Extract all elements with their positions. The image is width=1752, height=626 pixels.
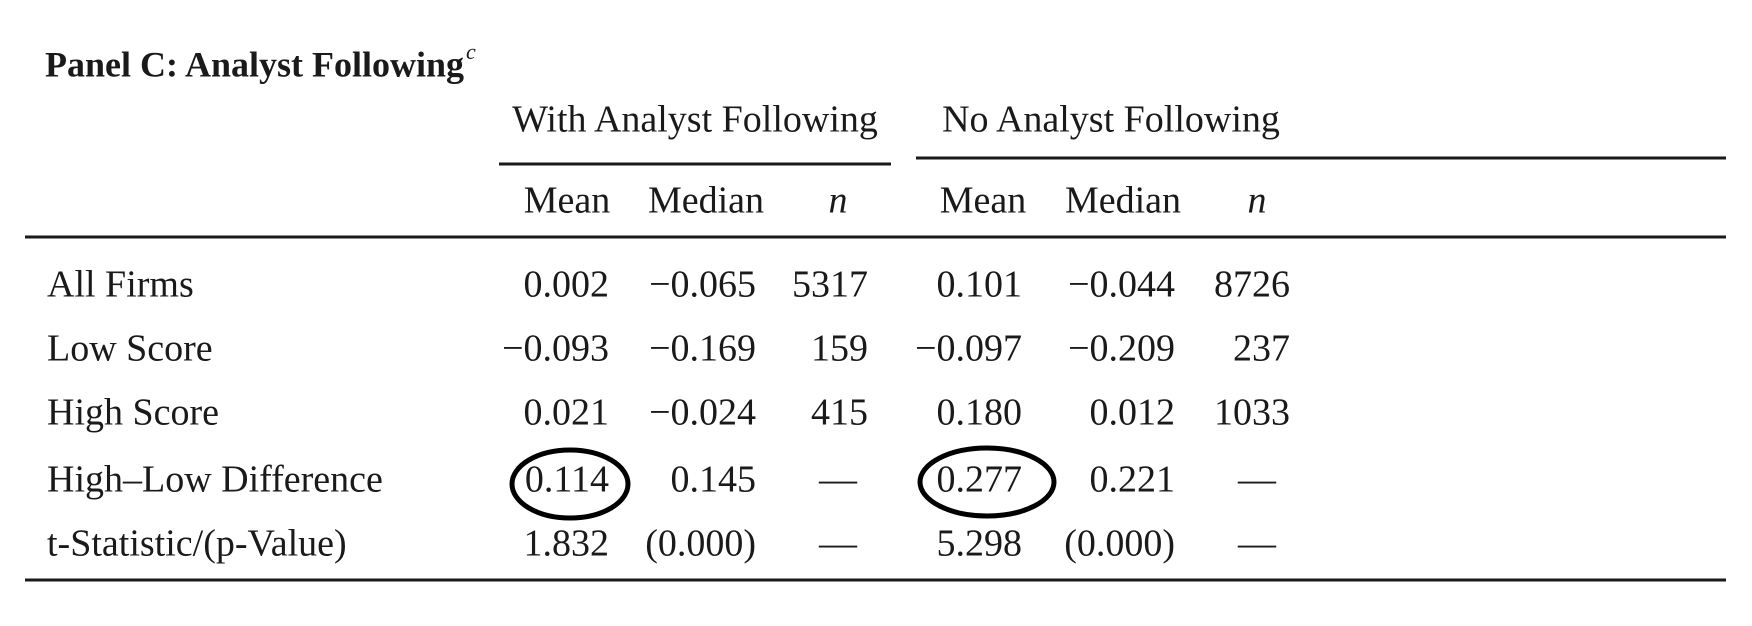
row-label: High Score [47, 392, 219, 434]
cell: −0.024 [649, 392, 756, 434]
cell: −0.209 [1068, 328, 1175, 370]
cell: 237 [1233, 328, 1290, 370]
row-label: Low Score [47, 328, 213, 370]
panel-title: Panel C: Analyst Following [45, 44, 464, 84]
cell: 415 [811, 392, 868, 434]
column-header: n [1248, 180, 1267, 222]
cell: — [818, 459, 858, 501]
cell: −0.169 [649, 328, 756, 370]
row-label: High–Low Difference [47, 459, 383, 501]
cell: 0.101 [937, 264, 1023, 306]
column-header: Median [1065, 180, 1181, 222]
cell: 5.298 [937, 523, 1023, 565]
cell: (0.000) [645, 523, 756, 565]
cell: (0.000) [1064, 523, 1175, 565]
column-header: n [829, 180, 848, 222]
cell: 1.832 [524, 523, 610, 565]
cell: 0.012 [1090, 392, 1176, 434]
cell: −0.093 [502, 328, 609, 370]
cell: 0.002 [524, 264, 610, 306]
title-note: c [466, 39, 476, 64]
cell: 0.021 [524, 392, 610, 434]
cell: 0.221 [1090, 459, 1176, 501]
cell: 0.145 [671, 459, 757, 501]
column-header: Median [648, 180, 764, 222]
cell: 0.114 [525, 459, 609, 501]
hand-circle [917, 445, 1057, 519]
cell: −0.097 [915, 328, 1022, 370]
hand-circle [509, 447, 631, 521]
row-label: All Firms [47, 264, 194, 306]
cell: 5317 [792, 264, 868, 306]
cell: — [1237, 523, 1277, 565]
cell: −0.044 [1068, 264, 1175, 306]
cell: −0.065 [649, 264, 756, 306]
group-header: With Analyst Following [512, 99, 878, 141]
cell: 0.277 [937, 459, 1023, 501]
row-label: t-Statistic/(p-Value) [47, 523, 347, 565]
cell: — [1237, 459, 1277, 501]
cell: 159 [811, 328, 868, 370]
cell: 1033 [1214, 392, 1290, 434]
column-header: Mean [524, 180, 611, 222]
group-header: No Analyst Following [942, 99, 1280, 141]
cell: 8726 [1214, 264, 1290, 306]
cell: — [818, 523, 858, 565]
column-header: Mean [940, 180, 1027, 222]
cell: 0.180 [937, 392, 1023, 434]
